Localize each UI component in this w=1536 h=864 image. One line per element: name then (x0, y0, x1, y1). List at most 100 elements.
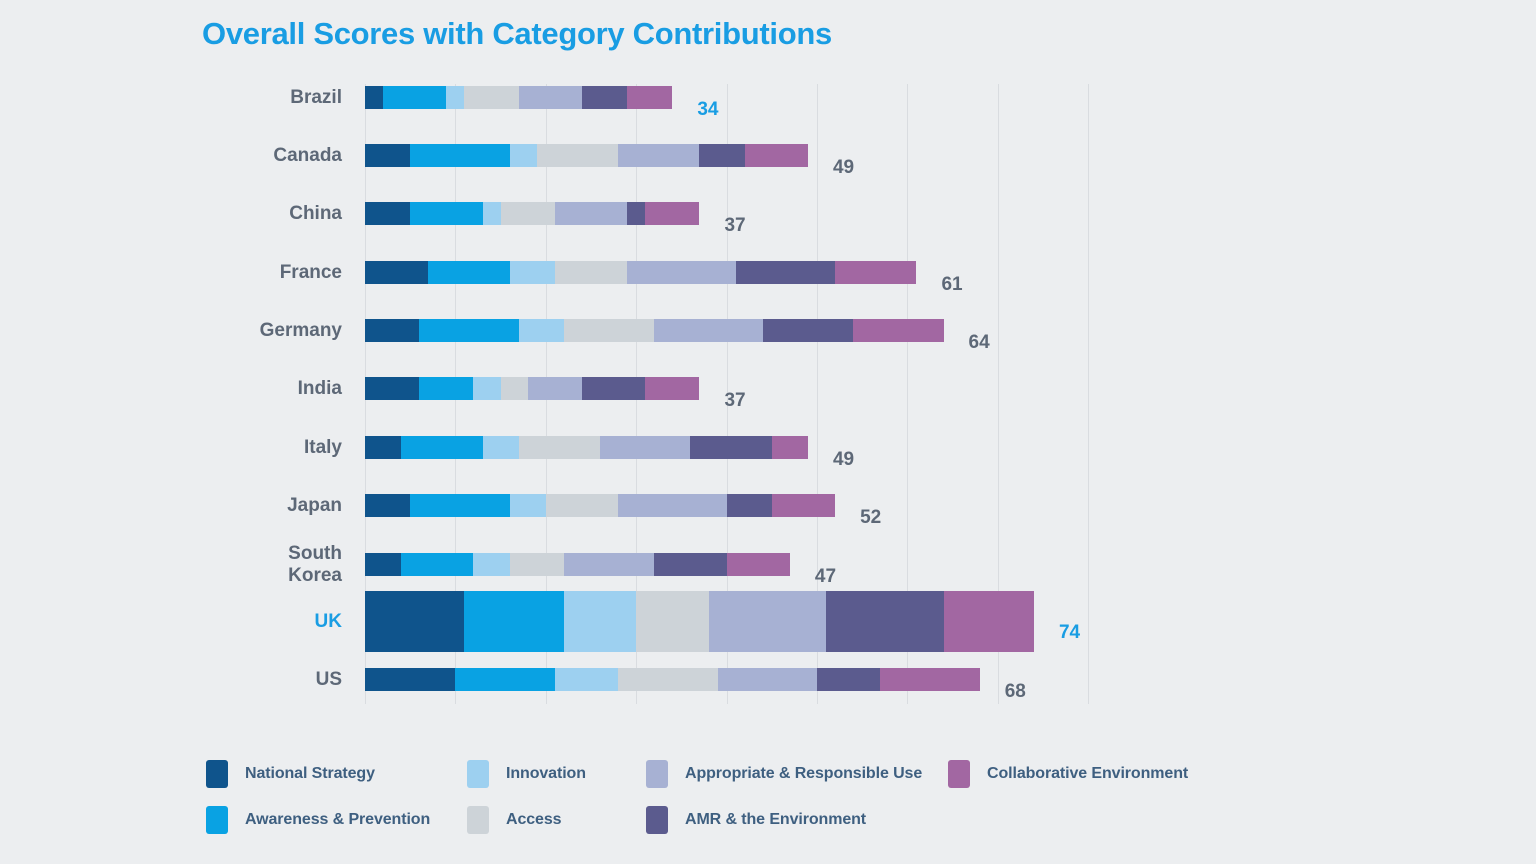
bar-segment-collaborative-environment (853, 319, 944, 342)
bar-segment-awareness-prevention (455, 668, 555, 691)
gridline (1088, 84, 1090, 704)
bar-segment-national-strategy (365, 202, 411, 225)
bar-segment-awareness-prevention (428, 261, 510, 284)
value-label-japan: 52 (860, 507, 882, 528)
bar-segment-appropriate-responsible-use (717, 668, 817, 691)
bar-segment-appropriate-responsible-use (618, 144, 700, 167)
bar-segment-innovation (446, 86, 465, 109)
legend-item-amr-the-environment: AMR & the Environment (646, 806, 866, 834)
bar-segment-appropriate-responsible-use (554, 202, 628, 225)
bar-segment-collaborative-environment (943, 591, 1034, 652)
bar-segment-collaborative-environment (771, 494, 836, 517)
bar-segment-innovation (482, 202, 501, 225)
bar-segment-innovation (518, 319, 564, 342)
bar-segment-awareness-prevention (410, 202, 483, 225)
bar-italy (365, 436, 808, 459)
bar-segment-national-strategy (365, 377, 420, 400)
bar-segment-national-strategy (365, 261, 429, 284)
bar-segment-access (618, 668, 718, 691)
value-label-us: 68 (1004, 681, 1026, 702)
bar-segment-appropriate-responsible-use (563, 553, 655, 576)
bar-segment-national-strategy (365, 591, 465, 652)
bar-segment-national-strategy (365, 494, 411, 517)
bar-segment-access (464, 86, 519, 109)
bar-segment-amr-the-environment (690, 436, 772, 459)
bar-segment-amr-the-environment (762, 319, 854, 342)
legend-label: Appropriate & Responsible Use (685, 765, 923, 782)
bar-segment-collaborative-environment (835, 261, 917, 284)
bar-segment-amr-the-environment (654, 553, 727, 576)
legend-label: Innovation (506, 765, 586, 782)
legend-item-appropriate-responsible-use: Appropriate & Responsible Use (646, 760, 922, 788)
bar-us (365, 668, 980, 691)
value-label-france: 61 (941, 274, 963, 295)
gridline (907, 84, 909, 704)
bar-segment-awareness-prevention (410, 144, 510, 167)
bar-segment-national-strategy (365, 553, 402, 576)
legend-swatch (206, 760, 228, 788)
legend-swatch (948, 760, 970, 788)
country-label-canada: Canada (273, 144, 342, 166)
bar-segment-amr-the-environment (816, 668, 881, 691)
bar-segment-access (509, 553, 564, 576)
bar-segment-awareness-prevention (419, 319, 519, 342)
legend-label: Awareness & Prevention (245, 811, 431, 828)
gridline (726, 84, 728, 704)
bar-uk (365, 591, 1034, 652)
bar-segment-collaborative-environment (880, 668, 980, 691)
bar-japan (365, 494, 836, 517)
bar-segment-appropriate-responsible-use (627, 261, 736, 284)
bar-segment-amr-the-environment (627, 202, 646, 225)
bar-segment-innovation (509, 261, 555, 284)
bar-segment-awareness-prevention (401, 436, 483, 459)
legend-item-awareness-prevention: Awareness & Prevention (206, 806, 430, 834)
bar-segment-access (500, 377, 528, 400)
bar-segment-appropriate-responsible-use (527, 377, 582, 400)
legend-swatch (206, 806, 228, 834)
country-label-germany: Germany (259, 319, 342, 341)
bar-segment-awareness-prevention (383, 86, 447, 109)
bar-segment-awareness-prevention (401, 553, 474, 576)
bar-segment-collaborative-environment (726, 553, 790, 576)
legend-swatch (467, 760, 489, 788)
bar-segment-amr-the-environment (581, 86, 628, 109)
bar-segment-amr-the-environment (581, 377, 646, 400)
legend-label: Collaborative Environment (987, 765, 1189, 782)
bar-segment-innovation (509, 494, 546, 517)
country-label-south-korea: South Korea (288, 542, 342, 586)
bar-germany (365, 319, 944, 342)
value-label-canada: 49 (832, 157, 855, 178)
bar-brazil (365, 86, 673, 109)
bar-canada (365, 144, 808, 167)
bar-segment-access (536, 144, 619, 167)
bar-segment-awareness-prevention (410, 494, 510, 517)
country-label-brazil: Brazil (290, 86, 342, 108)
bar-segment-access (545, 494, 619, 517)
bar-segment-access (563, 319, 655, 342)
bar-india (365, 377, 700, 400)
country-label-china: China (289, 202, 342, 224)
legend-item-collaborative-environment: Collaborative Environment (948, 760, 1188, 788)
bar-segment-national-strategy (365, 86, 384, 109)
value-label-south-korea: 47 (814, 566, 837, 587)
bar-segment-amr-the-environment (726, 494, 772, 517)
country-label-uk: UK (314, 610, 342, 632)
value-label-china: 37 (724, 215, 746, 236)
bar-segment-appropriate-responsible-use (618, 494, 727, 517)
legend-swatch (646, 806, 668, 834)
gridline (817, 84, 818, 704)
bar-segment-access (636, 591, 709, 652)
bar-segment-collaborative-environment (744, 144, 808, 167)
bar-segment-appropriate-responsible-use (518, 86, 582, 109)
legend: National Strategy Innovation Appropriate &… (0, 740, 1536, 864)
country-label-india: India (297, 377, 342, 399)
bar-segment-appropriate-responsible-use (708, 591, 827, 652)
bar-segment-collaborative-environment (645, 202, 700, 225)
bar-segment-awareness-prevention (464, 591, 564, 652)
bar-france (365, 261, 917, 284)
bar-segment-collaborative-environment (627, 86, 673, 109)
legend-item-innovation: Innovation (467, 760, 586, 788)
legend-label: National Strategy (245, 765, 375, 782)
bar-segment-national-strategy (365, 436, 402, 459)
